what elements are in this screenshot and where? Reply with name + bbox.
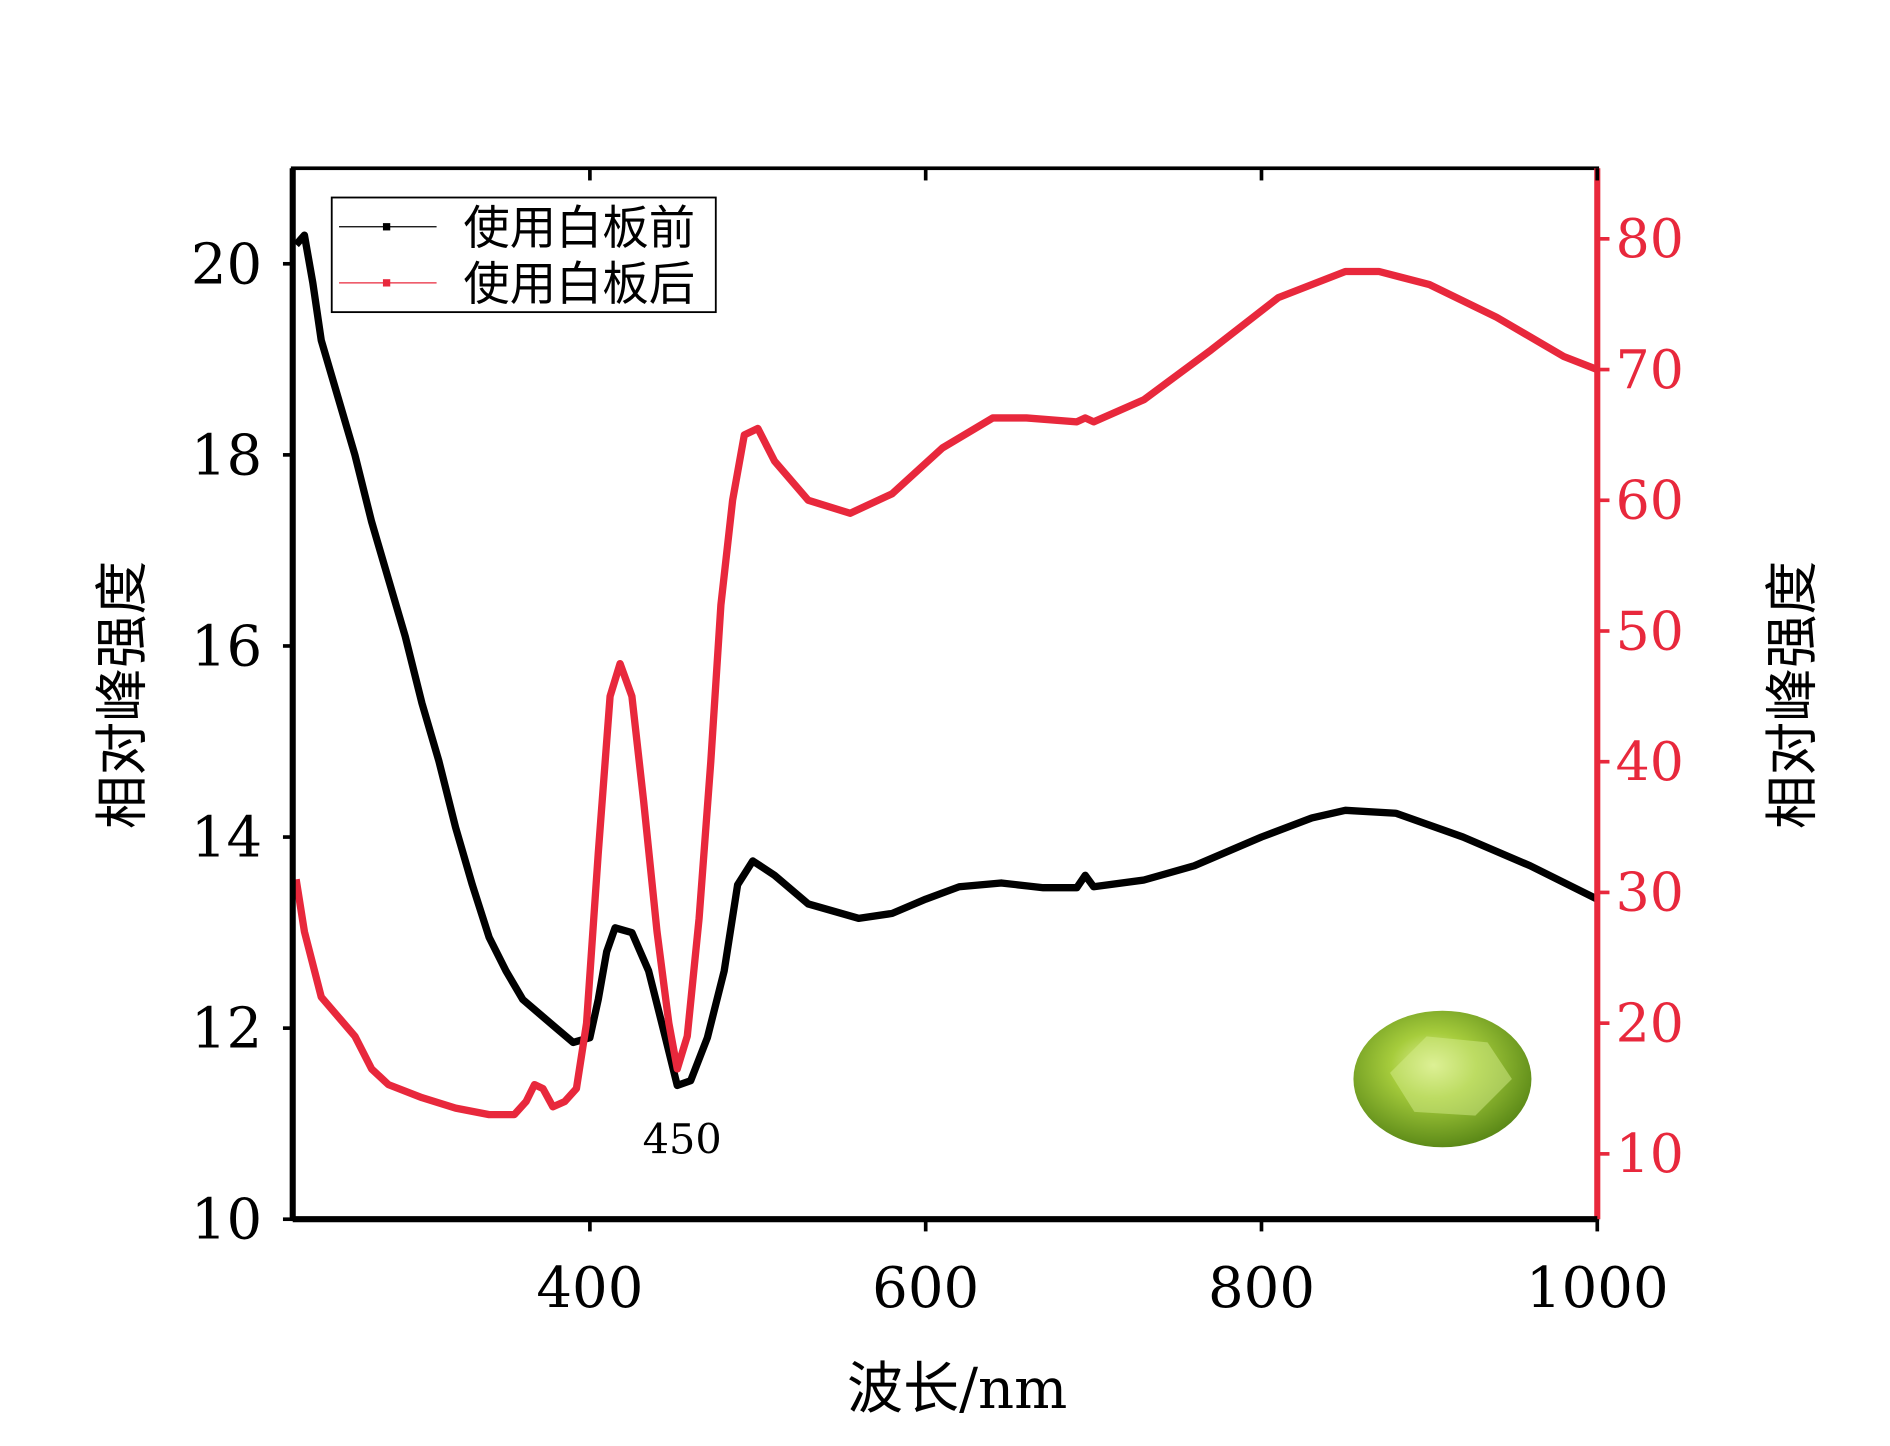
y-tick-label-left: 18 xyxy=(191,423,262,488)
y-tick-label-left: 10 xyxy=(191,1188,262,1253)
y-tick-label-left: 12 xyxy=(191,997,262,1062)
annotation-450: 450 xyxy=(643,1115,722,1163)
legend: 使用白板前 使用白板后 xyxy=(330,196,717,314)
y-tick-label-right: 20 xyxy=(1616,991,1684,1054)
gem-photo xyxy=(1353,1010,1532,1148)
y-tick-label-left: 20 xyxy=(191,232,262,297)
x-axis-label: 波长/nm xyxy=(847,1357,1067,1422)
x-tick-label: 600 xyxy=(872,1256,979,1321)
series-line-1 xyxy=(292,267,1599,1119)
legend-label-before: 使用白板前 xyxy=(463,201,695,255)
y-tick-label-right: 70 xyxy=(1616,338,1684,401)
y-tick-label-right: 30 xyxy=(1616,861,1684,924)
x-tick-label: 1000 xyxy=(1526,1256,1669,1321)
y-axis-label-right: 相对峰强度 xyxy=(1761,561,1824,829)
y-tick-label-right: 60 xyxy=(1616,469,1684,532)
y-tick-label-right: 10 xyxy=(1616,1122,1684,1185)
legend-label-after: 使用白板后 xyxy=(463,257,695,311)
x-tick-label: 800 xyxy=(1208,1256,1315,1321)
y-tick-label-left: 14 xyxy=(191,806,262,871)
y-tick-label-left: 16 xyxy=(191,614,262,679)
x-tick-label: 400 xyxy=(536,1256,643,1321)
y-tick-label-right: 40 xyxy=(1616,730,1684,793)
y-axis-label-left: 相对峰强度 xyxy=(90,561,153,829)
y-tick-label-right: 80 xyxy=(1616,207,1684,270)
y-tick-label-right: 50 xyxy=(1616,599,1684,662)
series-line-0 xyxy=(293,231,1599,1090)
